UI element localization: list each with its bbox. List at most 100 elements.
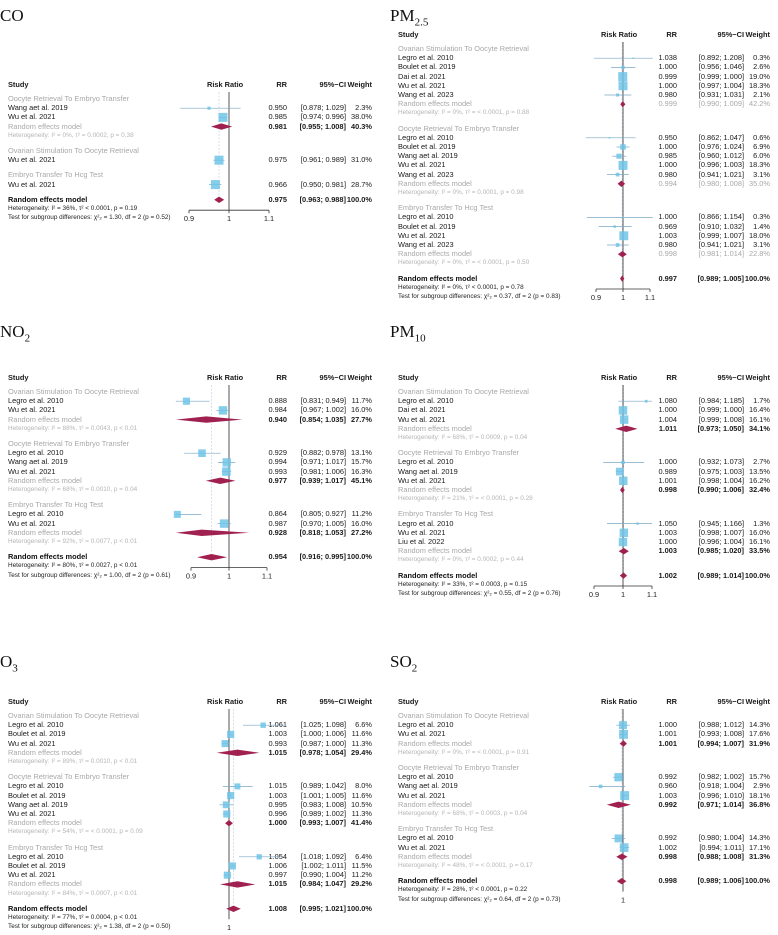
study-rr: 1.001 (658, 475, 678, 485)
study-weight: 2.7% (753, 457, 770, 467)
study-ci: [1.000; 1.006] (300, 729, 346, 739)
study-weight: 11.3% (351, 809, 372, 818)
study-weight: 16.2% (749, 475, 770, 485)
subgroup-heterogeneity: Heterogeneity: I² = 68%, τ² = 0.0009, p … (398, 434, 528, 441)
study-name: Legro et al. 2010 (398, 518, 454, 528)
study-name: Dai et al. 2021 (398, 405, 446, 415)
study-name: Boulet et al. 2019 (8, 861, 66, 870)
study-name: Wu et al. 2021 (8, 870, 56, 880)
column-header-risk-ratio: Risk Ratio (601, 697, 638, 706)
study-weight: 1.4% (753, 221, 770, 231)
study-ci: [0.984; 1.185] (698, 396, 744, 406)
subgroup-random-effects-label: Random effects model (398, 423, 472, 433)
subgroup-heterogeneity: Heterogeneity: I² = 0%, τ² = < 0.0001, p… (398, 109, 530, 117)
study-rr: 1.000 (658, 62, 678, 72)
subgroup-pooled-rr: 0.940 (268, 414, 288, 424)
study-ci: [0.971; 1.017] (300, 457, 346, 467)
study-weight: 28.7% (351, 179, 372, 189)
study-ci: [0.866; 1.154] (698, 212, 744, 222)
study-weight: 38.0% (351, 112, 372, 122)
study-name: Liu et al. 2022 (398, 537, 445, 546)
subgroup-pooled-weight: 45.1% (351, 475, 372, 485)
study-ci: [0.956; 1.046] (698, 62, 744, 72)
panel-title: O3 (0, 652, 18, 674)
study-name: Wu et al. 2021 (398, 729, 446, 739)
subgroup-pooled-ci: [0.990; 1.009] (698, 99, 744, 109)
overall-random-effects-label: Random effects model (8, 903, 88, 913)
study-ci: [0.996; 1.010] (698, 790, 744, 800)
study-name: Wu et al. 2021 (8, 518, 56, 528)
study-name: Wang aet al. 2019 (8, 799, 68, 809)
study-name: Legro et al. 2010 (8, 396, 64, 406)
subgroup-pooled-rr: 0.994 (658, 178, 678, 188)
subgroup-pooled-ci: [0.818; 1.053] (299, 527, 346, 537)
subgroup-pooled-rr: 0.977 (268, 475, 288, 485)
study-name: Wang et al. 2023 (398, 90, 454, 99)
study-rr: 1.000 (658, 212, 678, 222)
study-ci: [0.998; 1.004] (698, 475, 744, 485)
subgroup-random-effects-label: Random effects model (398, 546, 472, 556)
study-name: Wang aet al. 2019 (398, 466, 458, 476)
subgroup-label: Embryo Transfer To Hcg Test (398, 509, 494, 519)
study-ci: [0.999; 1.008] (698, 414, 744, 424)
study-name: Legro et al. 2010 (398, 772, 454, 782)
subgroup-label: Ovarian Stimulation To Oocyte Retrieval (398, 44, 529, 53)
column-header-risk-ratio: Risk Ratio (207, 373, 244, 382)
study-ci: [0.967; 1.002] (300, 405, 346, 415)
overall-ci: [0.963; 0.988] (299, 194, 346, 204)
subgroup-differences-test: Test for subgroup differences: χ²₂ = 1.3… (8, 923, 171, 931)
study-rr: 0.985 (268, 112, 288, 122)
study-name: Boulet et al. 2019 (8, 790, 66, 800)
subgroup-label: Oocyte Retrieval To Embryo Transfer (8, 439, 130, 448)
subgroup-pooled-weight: 31.3% (749, 851, 770, 861)
study-rr: 1.038 (658, 53, 678, 63)
column-header-study: Study (398, 30, 419, 39)
subgroup-pooled-weight: 27.2% (351, 527, 372, 537)
subgroup-differences-test: Test for subgroup differences: χ²₂ = 1.3… (8, 214, 171, 222)
study-name: Legro et al. 2010 (398, 396, 454, 406)
subgroup-differences-test: Test for subgroup differences: χ²₂ = 0.5… (398, 590, 561, 597)
study-rr: 0.980 (658, 90, 678, 99)
study-rr: 0.980 (658, 169, 678, 179)
study-ci: [0.994; 1.011] (699, 842, 744, 852)
subgroup-label: Ovarian Stimulation To Oocyte Retrieval (8, 711, 139, 720)
study-name: Wang aet al. 2019 (398, 151, 458, 161)
study-name: Legro et al. 2010 (398, 53, 454, 63)
column-header-rr: RR (666, 373, 677, 382)
column-header-study: Study (8, 697, 29, 706)
study-name: Wu et al. 2021 (398, 790, 446, 800)
column-header-ci: 95%−CI (319, 373, 347, 382)
study-weight: 11.6% (351, 729, 372, 739)
study-weight: 18.3% (749, 80, 770, 90)
study-weight: 16.4% (749, 405, 770, 415)
panel-title-main: NO (0, 322, 25, 341)
column-header-risk-ratio: Risk Ratio (601, 373, 638, 382)
study-ci: [1.001; 1.005] (300, 790, 346, 800)
overall-random-effects-label: Random effects model (398, 570, 478, 580)
overall-random-effects-label: Random effects model (8, 194, 88, 204)
subgroup-differences-test: Test for subgroup differences: χ²₂ = 0.3… (398, 293, 561, 300)
study-ci: [0.831; 0.949] (300, 396, 346, 406)
overall-heterogeneity: Heterogeneity: I² = 33%, τ² = 0.0003, p … (398, 580, 528, 588)
study-name: Wang aet al. 2019 (8, 457, 68, 467)
study-weight: 31.0% (351, 155, 372, 165)
subgroup-pooled-rr: 0.998 (658, 485, 678, 494)
column-header-rr: RR (276, 80, 287, 89)
study-ci: [0.982; 1.002] (698, 772, 744, 782)
panel-title: PM10 (390, 322, 426, 344)
study-rr: 0.966 (268, 179, 288, 189)
overall-heterogeneity: Heterogeneity: I² = 0%, τ² < 0.0001, p =… (398, 283, 524, 291)
subgroup-pooled-rr: 0.992 (658, 799, 678, 809)
study-weight: 2.3% (355, 103, 372, 113)
subgroup-pooled-weight: 31.9% (749, 738, 770, 748)
subgroup-label: Embryo Transfer To Hcg Test (8, 842, 104, 852)
study-rr: 1.003 (658, 790, 678, 800)
study-ci: [0.981; 1.006] (300, 466, 346, 476)
study-name: Boulet et al. 2019 (398, 221, 456, 231)
study-name: Legro et al. 2010 (398, 833, 454, 843)
study-ci: [0.999; 1.007] (698, 230, 744, 240)
study-weight: 16.0% (351, 518, 372, 528)
study-name: Legro et al. 2010 (398, 132, 454, 142)
study-ci: [0.980; 1.004] (698, 833, 744, 843)
subgroup-heterogeneity: Heterogeneity: I² = 68%, τ² = 0.0010, p … (8, 486, 138, 493)
